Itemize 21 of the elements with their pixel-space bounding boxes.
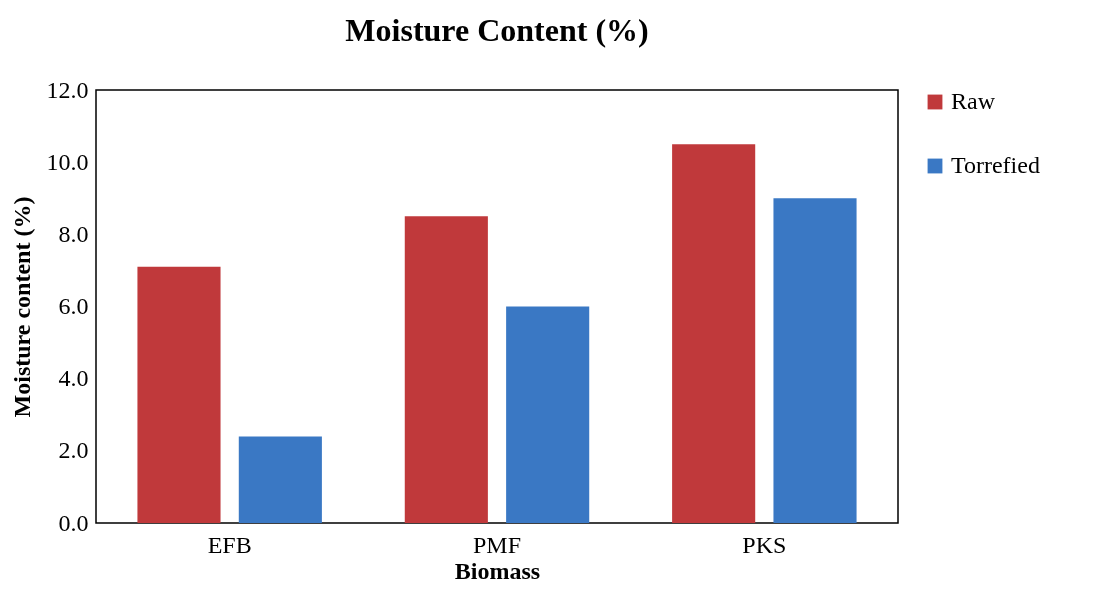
x-tick-label: PMF (472, 531, 522, 558)
bar (672, 144, 756, 523)
legend-label: Raw (951, 88, 996, 114)
x-tick-label: EFB (207, 531, 252, 558)
y-tick-label: 12.0 (46, 76, 89, 103)
y-tick-label: 10.0 (46, 148, 89, 175)
y-tick-label: 8.0 (58, 220, 89, 247)
y-axis-title: Moisture content (%) (8, 196, 35, 418)
legend-label: Torrefied (951, 152, 1040, 178)
bar (137, 266, 221, 523)
bar (773, 198, 857, 523)
chart-title: Moisture Content (%) (345, 12, 649, 48)
y-tick-label: 2.0 (58, 437, 89, 464)
bar (506, 306, 590, 523)
x-tick-label: PKS (742, 531, 787, 558)
y-tick-label: 6.0 (58, 293, 89, 319)
y-tick-label: 4.0 (58, 365, 89, 392)
bar (404, 216, 488, 523)
y-tick-label: 0.0 (58, 509, 89, 536)
x-axis-title: Biomass (454, 557, 541, 584)
bar (238, 436, 322, 523)
